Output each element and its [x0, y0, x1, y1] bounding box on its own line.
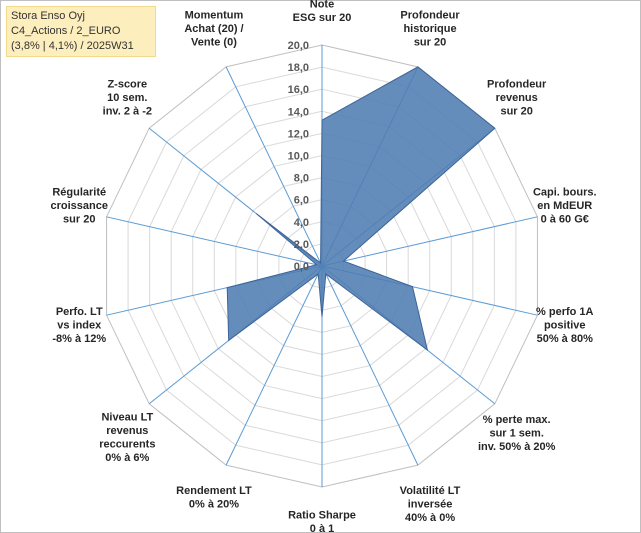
- tick-label: 18,0: [288, 62, 309, 74]
- category-label-line: 0% à 20%: [189, 498, 239, 510]
- category-label-line: sur 20: [63, 213, 95, 225]
- axis-spoke: [321, 265, 419, 466]
- axis-spoke: [106, 216, 323, 267]
- category-label-line: 0% à 6%: [105, 452, 149, 464]
- category-label-line: sur 20: [414, 37, 446, 49]
- category-label-line: vs index: [57, 320, 102, 332]
- category-label-line: en MdEUR: [537, 200, 592, 212]
- category-label-line: Achat (20) /: [184, 23, 243, 35]
- category-label-line: Momentum: [185, 10, 244, 22]
- period-label: (3,8% | 4,1%) / 2025W31: [11, 40, 134, 52]
- category-label-line: Profondeur: [487, 78, 547, 90]
- radar-series: [226, 66, 496, 352]
- tick-label: 2,0: [294, 239, 309, 251]
- category-label-line: Note: [310, 0, 334, 11]
- category-label-line: 50% à 80%: [537, 333, 593, 345]
- category-label-line: Capi. bours.: [533, 186, 597, 198]
- category-label: Rendement LT0% à 20%: [176, 485, 252, 511]
- tick-label: 14,0: [288, 106, 309, 118]
- category-label-line: 40% à 0%: [405, 512, 455, 524]
- category-label-line: reccurents: [99, 439, 155, 451]
- category-label: Perfo. LT vs index-8% à 12%: [52, 306, 106, 345]
- company-name: Stora Enso Oyj: [11, 10, 85, 22]
- axis-spoke: [225, 265, 323, 466]
- category-label-line: Perfo. LT: [56, 306, 103, 318]
- category-label-line: historique: [403, 23, 456, 35]
- tick-label: 16,0: [288, 84, 309, 96]
- category-label-line: % perfo 1A: [536, 306, 594, 318]
- axis-spoke: [225, 66, 323, 267]
- category-label-line: Vente (0): [191, 37, 237, 49]
- category-label: % perte max. sur 1 sem.inv. 50% à 20%: [478, 414, 556, 453]
- category-label-line: 0 à 60 G€: [541, 213, 589, 225]
- category-label-line: % perte max.: [483, 414, 551, 426]
- category-label-line: Régularité: [52, 186, 106, 198]
- category-label-line: sur 20: [500, 105, 532, 117]
- info-box: Stora Enso Oyj C4_Actions / 2_EURO (3,8%…: [6, 6, 156, 57]
- category-label-line: revenus: [496, 92, 538, 104]
- category-label-line: inv. 50% à 20%: [478, 441, 556, 453]
- category-label-line: -8% à 12%: [52, 333, 106, 345]
- category-label-line: sur 1 sem.: [489, 428, 543, 440]
- tick-label: 12,0: [288, 128, 309, 140]
- series-area: [226, 66, 496, 352]
- category-label-line: inv. 2 à -2: [103, 105, 152, 117]
- tick-label: 8,0: [294, 173, 309, 185]
- category-label: C4_Actions / 2_EURO: [11, 25, 121, 37]
- category-label-line: Ratio Sharpe: [288, 510, 356, 522]
- category-label-line: Z-score: [107, 78, 147, 90]
- category-label-line: positive: [544, 320, 586, 332]
- category-label-line: Rendement LT: [176, 485, 252, 497]
- category-label: Z-score 10 sem.inv. 2 à -2: [103, 78, 152, 117]
- tick-label: 6,0: [294, 195, 309, 207]
- category-label-line: Niveau LT: [101, 412, 153, 424]
- category-label-line: revenus: [106, 425, 148, 437]
- category-label-line: Volatilité LT: [400, 485, 461, 497]
- category-label-line: ESG sur 20: [293, 12, 352, 24]
- tick-label: 4,0: [294, 217, 309, 229]
- tick-label: 20,0: [288, 40, 309, 52]
- category-label-line: croissance: [51, 200, 108, 212]
- category-label-line: 10 sem.: [107, 92, 147, 104]
- category-label-line: Profondeur: [400, 10, 460, 22]
- tick-label: 0,0: [294, 261, 309, 273]
- axis-spoke: [321, 216, 538, 267]
- radar-tick-labels: 0,0 2,0 4,0 6,0 8,0 10,0 12,0 14,0 16,0 18,0 20,0: [288, 40, 309, 273]
- category-label-line: 0 à 1: [310, 523, 334, 533]
- category-label-line: inversée: [408, 498, 453, 510]
- tick-label: 10,0: [288, 151, 309, 163]
